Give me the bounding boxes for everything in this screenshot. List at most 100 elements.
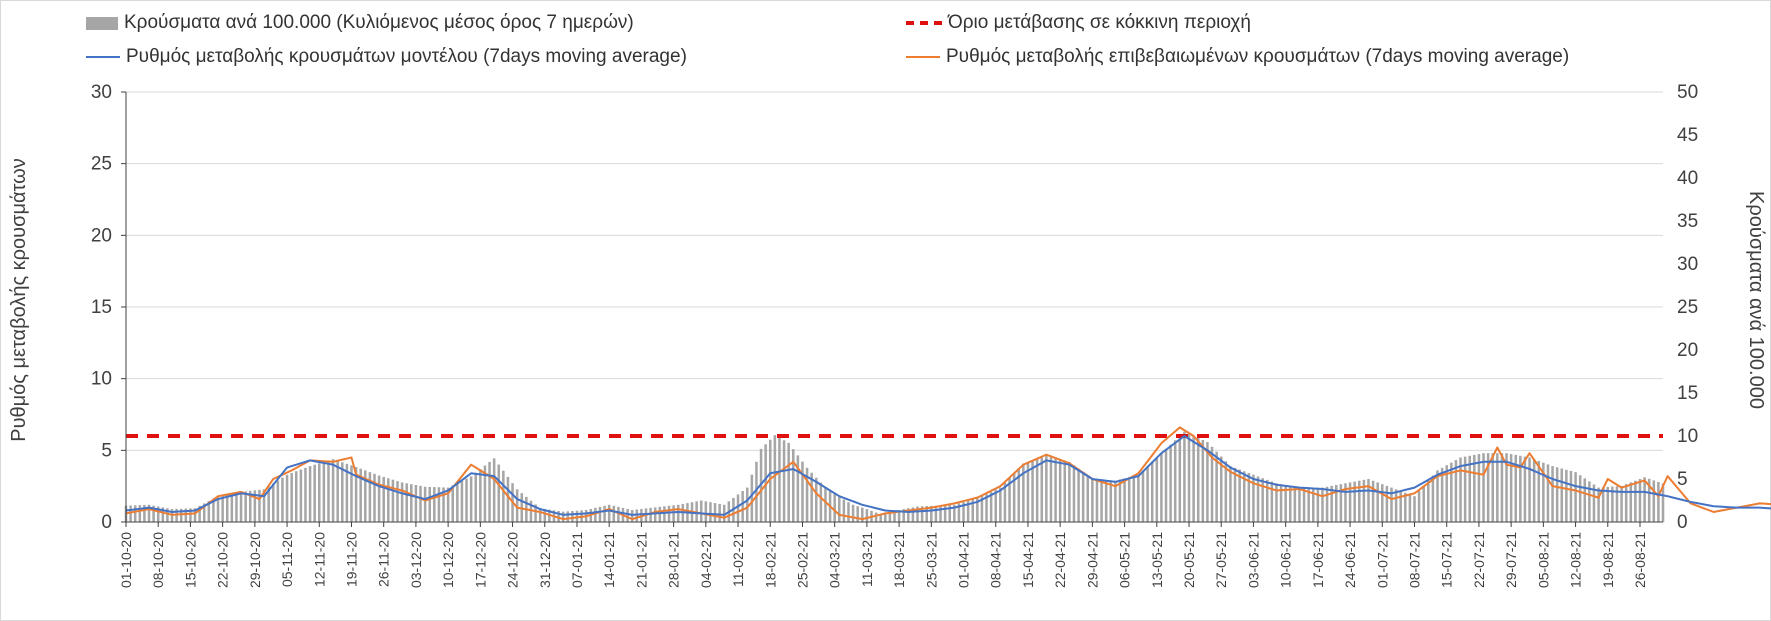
case-bar [722, 504, 726, 522]
y-right-tick-label: 30 [1677, 254, 1698, 275]
case-bar [479, 469, 482, 522]
case-bar [239, 491, 243, 522]
x-tick-label: 20-05-21 [1181, 532, 1197, 588]
y-right-tick-label: 5 [1677, 469, 1688, 490]
confirmed-rate-line [125, 426, 1771, 521]
x-tick-label: 17-12-20 [472, 532, 488, 588]
case-bar [930, 505, 933, 522]
case-bar [1440, 467, 1444, 522]
case-bar [1127, 477, 1131, 522]
case-bar [663, 506, 666, 522]
legend-swatch-orange-line-icon [906, 56, 940, 58]
case-bar [1620, 485, 1623, 522]
case-bar [635, 509, 639, 522]
case-bar [1473, 454, 1476, 522]
case-bar [1100, 479, 1103, 522]
x-tick-label: 11-03-21 [859, 532, 875, 587]
case-bar [492, 458, 496, 522]
case-bar [313, 464, 316, 522]
case-bar [1049, 456, 1053, 522]
case-bar [1224, 461, 1228, 522]
legend-item-model: Ρυθμός μεταβολής κρουσμάτων μοντέλου (7d… [86, 46, 687, 68]
y-axis-left-label: Ρυθμός μεταβολής κρουσμάτων [8, 158, 30, 442]
rate-lines [125, 426, 1771, 521]
legend-item-cases: Κρούσματα ανά 100.000 (Κυλιόμενος μέσος … [86, 12, 634, 34]
case-bar [736, 494, 740, 522]
x-ticks: 01-10-20 08-10-20 15-10-20 22-10-20 29-10-20… [118, 522, 1648, 588]
y-left-tick-label: 0 [101, 512, 112, 533]
x-tick-label: 12-08-21 [1568, 532, 1584, 588]
case-bar [879, 514, 882, 522]
y-left-tick-label: 5 [101, 440, 112, 461]
case-bar [985, 493, 988, 522]
case-bar [161, 507, 165, 522]
case-bar [1417, 491, 1421, 522]
case-bar [529, 500, 533, 522]
case-bar [571, 510, 574, 522]
case-bar [1072, 465, 1076, 522]
case-bar [262, 489, 266, 522]
case-bar [658, 506, 662, 522]
case-bar [193, 508, 197, 522]
case-bar [1045, 454, 1048, 522]
case-bar [147, 504, 151, 522]
case-bar [267, 486, 270, 522]
case-bar [1183, 431, 1186, 522]
case-bar [1551, 466, 1554, 522]
case-bar [1307, 487, 1310, 522]
case-bar [1146, 466, 1149, 522]
case-bar [428, 486, 431, 522]
case-bar [253, 490, 257, 522]
case-bar [138, 505, 142, 522]
case-bar [925, 506, 928, 522]
case-bar [1344, 483, 1347, 522]
case-bar [1054, 457, 1057, 522]
case-bar [768, 439, 772, 522]
case-bar [948, 505, 951, 522]
case-bar [1381, 484, 1384, 522]
case-bar [1316, 487, 1320, 522]
case-bar [1077, 468, 1080, 522]
case-bar [1565, 469, 1568, 522]
case-bar [442, 487, 445, 522]
x-tick-label: 26-08-21 [1632, 532, 1648, 588]
case-bar [1008, 477, 1011, 522]
x-tick-label: 08-04-21 [988, 532, 1004, 588]
x-tick-label: 19-11-20 [344, 532, 360, 587]
case-bar [791, 449, 795, 522]
x-tick-label: 04-03-21 [827, 532, 843, 588]
case-bar [538, 508, 542, 522]
case-bar [1137, 474, 1140, 522]
case-bar [1546, 464, 1550, 522]
case-bar [1542, 462, 1545, 522]
case-bar [1362, 479, 1366, 522]
case-bar [474, 472, 478, 522]
case-bar [745, 487, 749, 522]
case-bar [1427, 480, 1430, 522]
case-bar [1261, 478, 1264, 522]
case-bar [1454, 460, 1458, 522]
case-bar [437, 487, 441, 522]
x-tick-label: 05-08-21 [1535, 532, 1551, 588]
case-bar [502, 470, 505, 522]
case-bar [971, 499, 974, 522]
case-bar [1229, 466, 1232, 522]
x-tick-label: 22-04-21 [1052, 532, 1068, 588]
case-bar [1275, 483, 1278, 522]
case-bar [156, 506, 160, 522]
case-bar [497, 464, 501, 522]
case-bar [805, 467, 809, 522]
case-bar [1657, 481, 1660, 522]
case-bar [152, 505, 155, 522]
case-bar [741, 491, 744, 522]
y-right-tick-label: 50 [1677, 82, 1698, 103]
case-bar [460, 480, 464, 522]
cases-bars [124, 431, 1665, 522]
case-bar [368, 472, 372, 522]
case-bar [336, 460, 339, 522]
case-bar [920, 506, 924, 522]
x-tick-label: 19-08-21 [1600, 532, 1616, 588]
case-bar [1445, 465, 1448, 522]
case-bar [483, 465, 487, 522]
case-bar [1514, 454, 1518, 522]
